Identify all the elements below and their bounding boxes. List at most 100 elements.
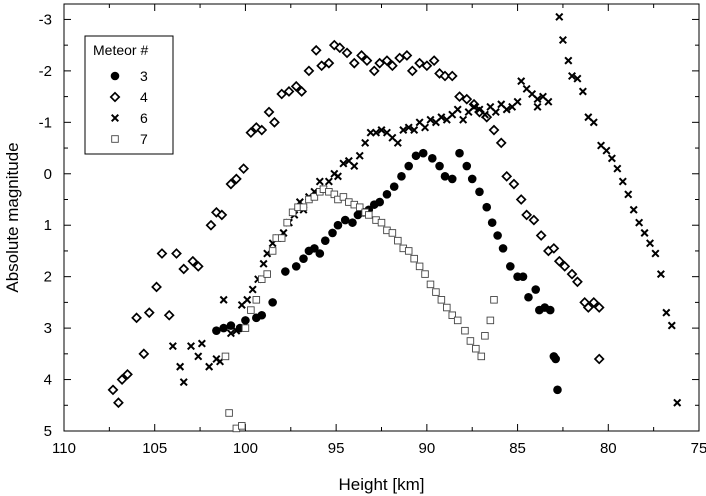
meteor-6-point: [662, 308, 671, 317]
meteor-6-point: [578, 87, 587, 96]
meteor-6-point: [248, 285, 257, 294]
meteor-3-point: [257, 310, 267, 320]
meteor-6-point: [324, 177, 333, 186]
meteor-6-point: [186, 342, 196, 351]
meteor-4-point: [348, 57, 360, 69]
meteor-7-point: [410, 254, 418, 263]
meteor-4-point: [553, 255, 565, 267]
meteor-6-point: [361, 138, 370, 147]
meteor-7-point: [432, 288, 440, 296]
meteor-4-point: [225, 178, 237, 190]
meteor-6-point: [618, 177, 627, 186]
y-tick-label: 5: [44, 423, 52, 440]
x-axis-title: Height [km]: [339, 475, 425, 494]
legend: Meteor # 3 4 6 7: [84, 35, 174, 155]
meteor-7-point: [377, 218, 386, 227]
meteor-6-point: [333, 172, 342, 181]
meteor-4-point: [406, 65, 418, 77]
meteor-7-point: [481, 332, 489, 340]
meteor-3-point: [487, 218, 497, 227]
meteor-6-point: [629, 205, 638, 214]
meteor-7-point: [221, 352, 230, 361]
meteor-4-point: [296, 86, 308, 97]
meteor-6-point: [589, 118, 598, 127]
meteor-4-point: [163, 309, 175, 321]
meteor-3-point: [291, 262, 301, 271]
meteor-4-point: [414, 57, 426, 69]
meteor-7-point: [472, 344, 480, 353]
meteor-7-point: [299, 203, 308, 211]
meteor-4-point: [374, 57, 386, 69]
meteor-3-point: [281, 267, 290, 276]
meteor-6-point: [197, 339, 206, 348]
meteor-3-point: [241, 316, 250, 325]
meteor-6-point: [533, 95, 542, 104]
meteor-6-point: [437, 113, 446, 122]
meteor-4-point: [256, 124, 268, 136]
y-tick-label: 4: [44, 372, 52, 389]
meteor-4-point: [269, 116, 280, 128]
meteor-3-point: [524, 292, 533, 302]
meteor-4-point: [192, 260, 204, 272]
meteor-6-point: [555, 12, 564, 21]
meteor-4-point: [361, 55, 373, 66]
meteor-4-point: [238, 163, 250, 175]
meteor-6-point: [350, 162, 359, 171]
meteor-6-point: [404, 123, 413, 132]
meteor-4-point: [138, 348, 150, 360]
meteor-7-point: [263, 270, 271, 278]
meteor-3-point: [462, 161, 472, 171]
meteor-4-point: [151, 281, 162, 293]
meteor-6-point: [459, 115, 468, 124]
meteor-3-point: [333, 220, 343, 230]
meteor-6-point: [393, 138, 402, 147]
meteor-6-point: [602, 146, 611, 155]
meteor-7-point: [404, 247, 413, 255]
meteor-4-point: [230, 173, 242, 185]
meteor-4-point: [515, 194, 527, 205]
meteor-3-point: [475, 187, 484, 197]
legend-label-7: 7: [140, 131, 148, 147]
meteor-4-point: [245, 127, 257, 139]
meteor-7-point: [310, 193, 319, 201]
meteor-4-point: [468, 98, 480, 110]
meteor-6-point: [205, 362, 214, 371]
meteor-6-point: [564, 56, 573, 65]
meteor-7-point: [277, 234, 286, 242]
meteor-3-point: [428, 154, 437, 163]
meteor-7-point: [388, 229, 397, 237]
meteor-4-point: [446, 70, 458, 82]
meteor-7-point: [443, 303, 451, 312]
legend-label-3: 3: [140, 68, 148, 84]
meteor-4-point: [113, 397, 124, 409]
data-series: [107, 12, 682, 433]
meteor-4-point: [263, 106, 275, 118]
meteor-4-point: [178, 263, 190, 275]
meteor-4-point: [548, 242, 560, 254]
meteor-6-point: [226, 329, 235, 338]
y-tick-label: 2: [44, 269, 52, 286]
meteor-3-point: [455, 148, 464, 158]
meteor-6-point: [607, 154, 616, 163]
meteor-3-point: [506, 262, 515, 271]
meteor-7-point: [394, 236, 402, 245]
meteor-6-point: [232, 326, 241, 335]
meteor-3-point: [375, 197, 384, 207]
meteor-4-point: [356, 50, 367, 61]
meteor-4-point: [131, 312, 142, 324]
x-axis: 110 105 100 95 90 85 80 75: [52, 4, 706, 457]
meteor-4-point: [501, 170, 513, 182]
meteor-4-point: [205, 219, 217, 231]
y-tick-label: 3: [44, 320, 52, 337]
meteor-4-point: [421, 60, 433, 72]
meteor-3-point: [447, 174, 457, 184]
y-axis-title: Absolute magnitude: [3, 142, 22, 292]
meteor-3-point: [411, 151, 421, 161]
meteor-6-point: [421, 123, 430, 132]
meteor-6-point: [399, 126, 408, 135]
meteor-4-point: [303, 65, 315, 77]
meteor-3-point: [404, 161, 414, 171]
meteor-7-point: [477, 352, 486, 361]
meteor-7-point: [225, 409, 233, 417]
